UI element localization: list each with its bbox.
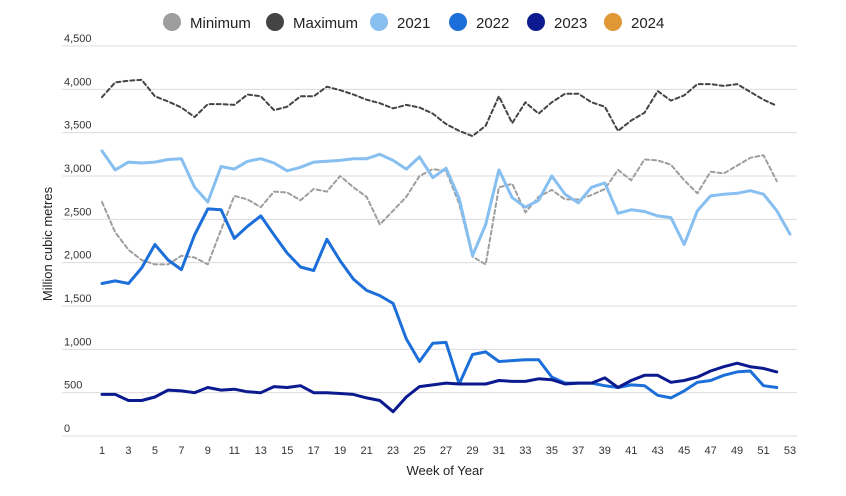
legend-marker-2023 [527,13,545,31]
legend-marker-maximum [266,13,284,31]
series-lines [100,78,792,414]
legend-label-minimum: Minimum [190,15,251,32]
x-tick-label: 37 [572,445,584,457]
x-tick-label: 15 [281,445,293,457]
y-tick-label: 500 [64,380,82,392]
series-line-2021 [100,149,792,258]
x-tick-label: 5 [152,445,158,457]
series-line-minimum [101,154,778,266]
x-tick-label: 49 [731,445,743,457]
x-tick-label: 41 [625,445,637,457]
x-tick-label: 17 [308,445,320,457]
y-tick-label: 1,000 [64,336,92,348]
x-tick-label: 47 [704,445,716,457]
x-tick-label: 7 [178,445,184,457]
y-tick-label: 3,000 [64,163,92,175]
legend-label-maximum: Maximum [293,15,358,32]
y-tick-label: 2,000 [64,250,92,262]
x-tick-label: 23 [387,445,399,457]
y-tick-label: 1,500 [64,293,92,305]
legend-marker-minimum [163,13,181,31]
x-tick-label: 19 [334,445,346,457]
x-tick-label: 9 [205,445,211,457]
x-tick-label: 51 [757,445,769,457]
x-tick-label: 29 [466,445,478,457]
y-axis-title: Million cubic metres [40,186,55,301]
series-line-2022 [100,207,779,400]
x-tick-label: 21 [360,445,372,457]
legend-label-2021: 2021 [397,15,430,32]
y-tick-label: 4,500 [64,33,92,45]
y-tick-label: 2,500 [64,206,92,218]
x-tick-label: 3 [125,445,131,457]
x-tick-label: 1 [99,445,105,457]
series-line-2023 [100,361,779,414]
legend-label-2023: 2023 [554,15,587,32]
y-axis-ticks: 0 500 1,000 1,500 2,000 2,500 3,000 3,500 4,000 4… [64,33,92,435]
x-tick-label: 13 [255,445,267,457]
legend-marker-2022 [449,13,467,31]
x-axis-title: Week of Year [406,463,484,478]
legend-label-2024: 2024 [631,15,664,32]
y-tick-label: 3,500 [64,120,92,132]
x-tick-label: 33 [519,445,531,457]
x-axis-ticks: 1 3 5 7 9 11 13 15 17 19 21 23 25 27 29 31 33 35 37 39 41 43 4… [99,445,796,457]
x-tick-label: 11 [229,445,240,457]
legend: Minimum Maximum 2021 2022 2023 2024 [163,13,664,32]
x-tick-label: 53 [784,445,796,457]
legend-label-2022: 2022 [476,15,509,32]
x-tick-label: 45 [678,445,690,457]
x-tick-label: 43 [652,445,664,457]
x-tick-label: 25 [413,445,425,457]
x-tick-label: 27 [440,445,452,457]
x-tick-label: 39 [599,445,611,457]
series-line-maximum [101,78,778,138]
y-tick-label: 0 [64,423,70,435]
x-tick-label: 31 [493,445,505,457]
legend-marker-2021 [370,13,388,31]
legend-marker-2024 [604,13,622,31]
x-tick-label: 35 [546,445,558,457]
y-tick-label: 4,000 [64,76,92,88]
